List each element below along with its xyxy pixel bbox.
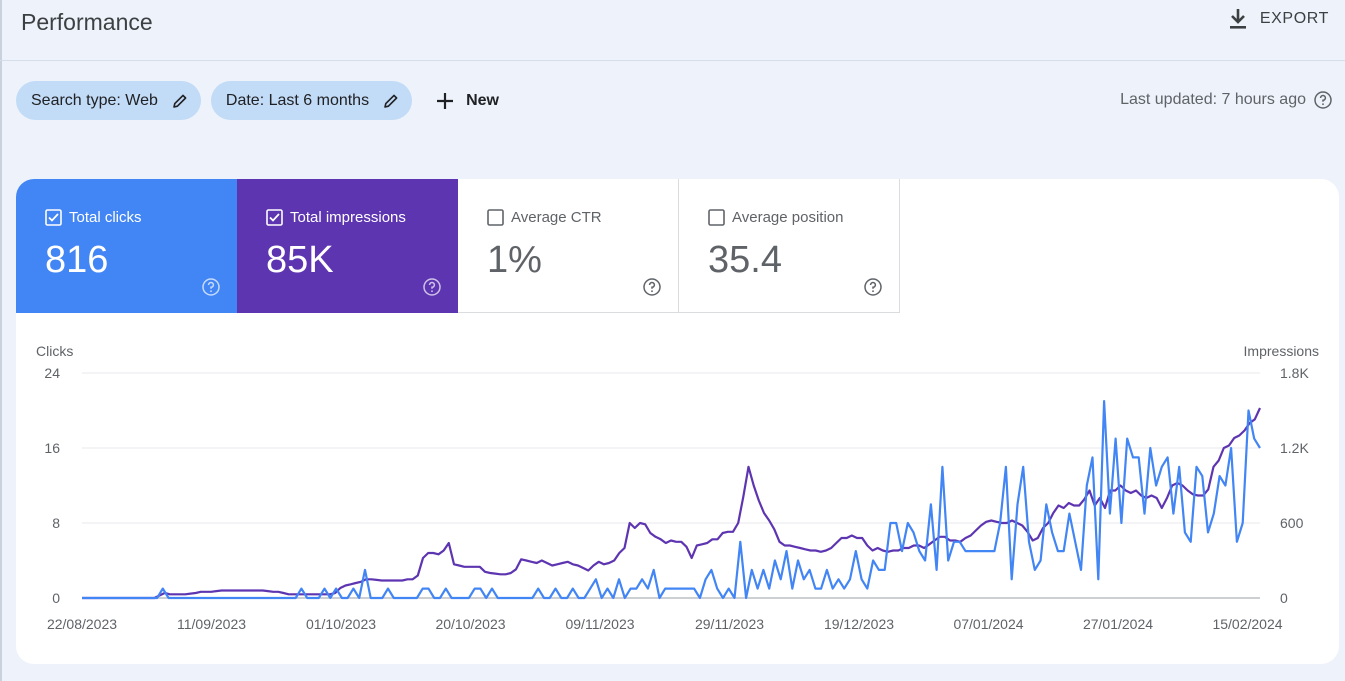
top-bar: Performance EXPORT [0,0,1345,61]
y-left-tick-label: 8 [52,515,60,531]
help-icon[interactable] [423,278,441,296]
x-tick-label: 11/09/2023 [177,616,246,632]
metric-value: 85K [266,239,334,281]
x-tick-label: 20/10/2023 [435,616,505,632]
x-tick-label: 09/11/2023 [565,616,634,632]
x-tick-label: 15/02/2024 [1212,616,1282,632]
y-left-tick-label: 24 [44,365,60,381]
last-updated-text: Last updated: 7 hours ago [1120,91,1306,108]
series-line-impressions [82,407,1261,600]
metric-value: 816 [45,239,109,281]
checkbox-icon[interactable] [708,209,725,226]
metric-label: Total clicks [69,209,142,226]
metric-label: Average position [732,209,844,226]
export-button[interactable]: EXPORT [1228,8,1329,30]
y-left-tick-label: 0 [52,590,60,606]
help-icon[interactable] [643,278,661,296]
metric-value: 1% [487,239,542,281]
x-tick-label: 07/01/2024 [953,616,1023,632]
metric-label: Average CTR [511,209,602,226]
search-type-label: Search type: Web [31,91,158,109]
metric-tabs: Total clicks 816 Total impressions 85K [16,179,900,313]
plus-icon [437,92,454,109]
last-updated: Last updated: 7 hours ago [1120,91,1332,109]
y-right-tick-label: 0 [1280,590,1288,606]
y-left-axis-label: Clicks [36,343,73,359]
metric-total-impressions[interactable]: Total impressions 85K [237,179,458,313]
metric-total-clicks[interactable]: Total clicks 816 [16,179,237,313]
x-tick-label: 29/11/2023 [695,616,764,632]
y-right-tick-label: 1.8K [1280,365,1309,381]
performance-card: Total clicks 816 Total impressions 85K [16,179,1339,664]
edit-icon [384,94,398,108]
series-line-clicks [82,400,1261,600]
y-right-tick-label: 600 [1280,515,1304,531]
help-icon[interactable] [1314,91,1332,109]
export-label: EXPORT [1259,10,1329,27]
search-type-chip[interactable]: Search type: Web [16,81,201,120]
x-tick-label: 19/12/2023 [824,616,894,632]
y-left-tick-label: 16 [44,440,60,456]
filter-bar: Search type: Web Date: Last 6 months New [16,81,499,120]
new-filter-button[interactable]: New [436,92,499,110]
checkbox-checked-icon[interactable] [45,209,62,226]
y-right-axis-label: Impressions [1244,343,1319,359]
performance-chart[interactable]: 0 0 8 600 16 1.2K 24 1.8K Clicks Impressions 22/08… [16,313,1339,664]
help-icon[interactable] [202,278,220,296]
page-title: Performance [21,9,153,35]
date-chip[interactable]: Date: Last 6 months [210,81,413,120]
y-right-tick-label: 1.2K [1280,440,1309,456]
metric-label: Total impressions [290,209,406,226]
metric-average-position[interactable]: Average position 35.4 [679,179,900,313]
x-tick-label: 01/10/2023 [306,616,376,632]
window-edge [0,0,2,681]
checkbox-checked-icon[interactable] [266,209,283,226]
edit-icon [173,94,187,108]
checkbox-icon[interactable] [487,209,504,226]
help-icon[interactable] [864,278,882,296]
metric-average-ctr[interactable]: Average CTR 1% [458,179,679,313]
x-tick-label: 22/08/2023 [47,616,117,632]
x-tick-label: 27/01/2024 [1083,616,1153,632]
metric-value: 35.4 [708,239,782,281]
new-label: New [466,91,499,109]
date-label: Date: Last 6 months [225,91,370,109]
download-icon [1229,9,1246,29]
